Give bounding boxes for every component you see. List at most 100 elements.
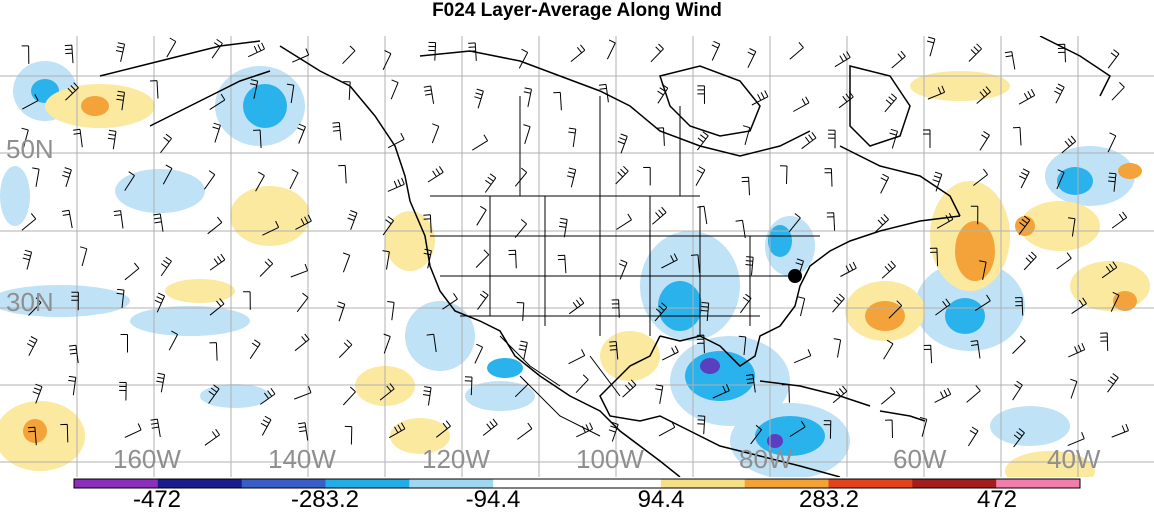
wind-barb — [934, 387, 952, 403]
wind-barb — [695, 166, 706, 186]
wind-barb — [742, 125, 751, 146]
wind-barb — [650, 43, 664, 63]
wind-barb — [712, 384, 730, 399]
wind-barb — [27, 426, 37, 446]
wind-barb — [750, 424, 762, 445]
wind-barb — [62, 209, 73, 229]
wind-barb — [207, 216, 223, 235]
wind-barb — [518, 48, 529, 69]
wind-barb — [247, 42, 265, 58]
wind-barb — [124, 423, 142, 438]
wind-barb — [209, 342, 218, 361]
wind-barb — [652, 206, 667, 225]
wind-barb — [26, 336, 38, 356]
wind-barb — [598, 83, 609, 103]
colorbar-cell — [996, 479, 1081, 488]
wind-barb — [243, 291, 251, 310]
wind-barb — [881, 260, 896, 279]
graticule — [0, 36, 1154, 477]
wind-barb — [477, 290, 489, 310]
map-title: F024 Layer-Average Along Wind — [432, 0, 722, 21]
wind-barb — [557, 254, 567, 274]
wind-barb — [523, 124, 531, 145]
lon-label-100w: 100W — [576, 444, 644, 474]
wind-barb — [68, 375, 77, 396]
wind-barb — [79, 246, 88, 267]
wind-barb — [735, 219, 746, 239]
wind-barb — [568, 297, 585, 315]
wind-barb — [209, 253, 226, 271]
wind-barb — [793, 96, 810, 112]
colorbar-label-6: 472 — [976, 486, 1018, 513]
wind-barb — [697, 131, 709, 151]
wind-barb — [654, 302, 668, 322]
wind-barb — [426, 333, 437, 353]
wind-barb — [431, 123, 440, 144]
wind-barb — [973, 168, 988, 186]
wind-barb — [788, 213, 801, 233]
wind-barb — [553, 91, 562, 111]
wind-barb — [115, 42, 126, 62]
wind-barb — [107, 129, 117, 150]
wind-barb — [926, 36, 936, 57]
wind-barb — [1107, 132, 1117, 153]
wind-barb — [1100, 332, 1109, 351]
wind-barb — [116, 288, 125, 309]
wind-barb — [929, 247, 939, 267]
wind-barb — [781, 384, 790, 403]
wind-barb — [32, 167, 40, 187]
wind-barb — [1004, 51, 1016, 70]
wind-barb — [474, 343, 484, 364]
wind-barb — [332, 122, 342, 141]
wind-barb — [336, 301, 346, 322]
wind-barb — [970, 340, 981, 359]
wind-barb — [1071, 297, 1087, 315]
wind-barb — [661, 345, 679, 361]
wind-barb — [979, 260, 987, 280]
wind-barb — [828, 129, 836, 149]
wind-barb — [21, 45, 30, 64]
wind-barb — [208, 384, 220, 404]
wind-barb — [259, 258, 274, 277]
wind-barb — [801, 132, 817, 150]
wind-barb — [690, 254, 700, 273]
wind-barb — [65, 82, 79, 101]
wind-barb — [875, 214, 889, 233]
wind-barb — [824, 168, 833, 187]
wind-barb — [618, 259, 628, 280]
wind-barb — [885, 419, 893, 439]
wind-barb — [475, 249, 490, 268]
wind-barb — [474, 88, 484, 109]
wind-barb — [789, 41, 804, 60]
wind-barb — [260, 415, 272, 436]
lat-label-30n: 30N — [6, 287, 54, 317]
wind-barb — [427, 166, 444, 183]
wind-barb — [880, 386, 896, 405]
wind-barb — [292, 48, 310, 63]
wind-barb — [28, 297, 42, 316]
lat-label-50n: 50N — [6, 134, 54, 164]
wind-barb — [1067, 432, 1085, 447]
wind-barb — [1111, 211, 1128, 229]
wind-barb — [294, 386, 312, 400]
wind-barb — [789, 420, 806, 437]
colorbar — [73, 478, 1081, 489]
wind-barb — [568, 127, 577, 147]
lon-label-80w: 80W — [739, 444, 793, 474]
wind-barb — [212, 122, 221, 143]
wind-barb — [576, 422, 594, 438]
wind-barb — [697, 415, 706, 435]
wind-barb — [609, 341, 619, 360]
wind-barb — [517, 422, 533, 440]
wind-barb — [260, 388, 276, 405]
wind-barb — [608, 421, 619, 442]
wind-barb — [383, 333, 391, 354]
colorbar-label-2: -283.2 — [290, 486, 360, 513]
wind-barb — [209, 93, 226, 111]
wind-barb — [927, 85, 946, 100]
wind-barb — [484, 173, 497, 193]
wind-barb — [162, 164, 173, 185]
wind-barb — [976, 86, 991, 104]
wind-barb — [204, 428, 221, 446]
wind-barb — [211, 38, 223, 59]
